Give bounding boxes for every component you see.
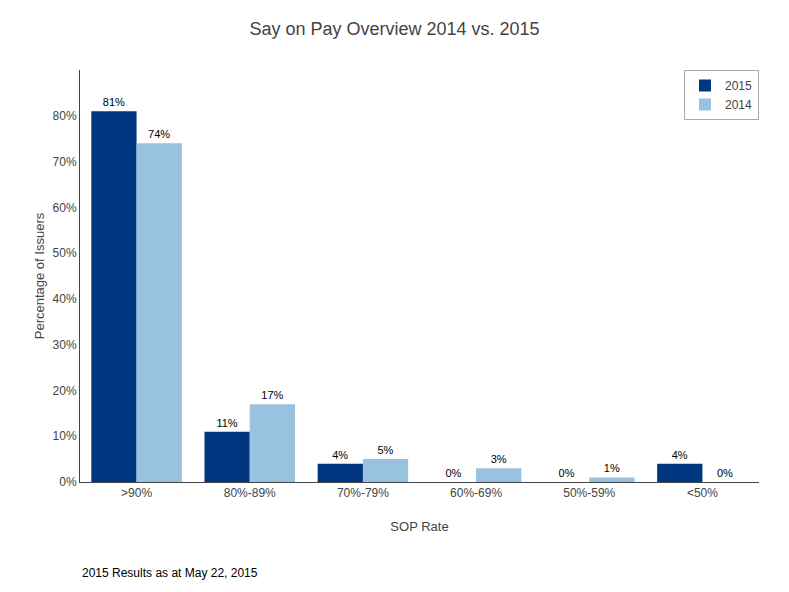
svg-text:60%: 60% — [53, 201, 77, 215]
svg-text:4%: 4% — [672, 449, 688, 461]
svg-text:Percentage of Issuers: Percentage of Issuers — [32, 212, 47, 339]
svg-text:20%: 20% — [53, 384, 77, 398]
svg-text:2015 Results as at May 22, 201: 2015 Results as at May 22, 2015 — [82, 566, 258, 580]
svg-text:>90%: >90% — [121, 486, 152, 500]
svg-text:40%: 40% — [53, 292, 77, 306]
svg-text:80%: 80% — [53, 109, 77, 123]
svg-text:<50%: <50% — [687, 486, 718, 500]
svg-text:81%: 81% — [103, 96, 125, 108]
svg-text:0%: 0% — [59, 475, 77, 489]
svg-text:4%: 4% — [332, 449, 348, 461]
svg-text:50%-59%: 50%-59% — [563, 486, 615, 500]
svg-text:2014: 2014 — [725, 98, 752, 112]
svg-text:30%: 30% — [53, 338, 77, 352]
svg-text:0%: 0% — [559, 467, 575, 479]
svg-text:10%: 10% — [53, 429, 77, 443]
svg-text:74%: 74% — [148, 128, 170, 140]
svg-text:17%: 17% — [261, 389, 283, 401]
svg-text:11%: 11% — [216, 417, 237, 429]
svg-text:3%: 3% — [491, 453, 507, 465]
svg-text:60%-69%: 60%-69% — [450, 486, 502, 500]
svg-text:70%-79%: 70%-79% — [337, 486, 389, 500]
svg-text:5%: 5% — [377, 444, 393, 456]
svg-text:2015: 2015 — [725, 79, 752, 93]
svg-text:Say on Pay Overview 2014 vs. 2: Say on Pay Overview 2014 vs. 2015 — [249, 19, 539, 39]
svg-text:SOP Rate: SOP Rate — [390, 519, 448, 534]
svg-text:70%: 70% — [53, 155, 77, 169]
svg-text:0%: 0% — [445, 467, 461, 479]
svg-text:0%: 0% — [717, 467, 733, 479]
svg-text:50%: 50% — [53, 246, 77, 260]
svg-text:1%: 1% — [604, 462, 620, 474]
svg-text:80%-89%: 80%-89% — [224, 486, 276, 500]
